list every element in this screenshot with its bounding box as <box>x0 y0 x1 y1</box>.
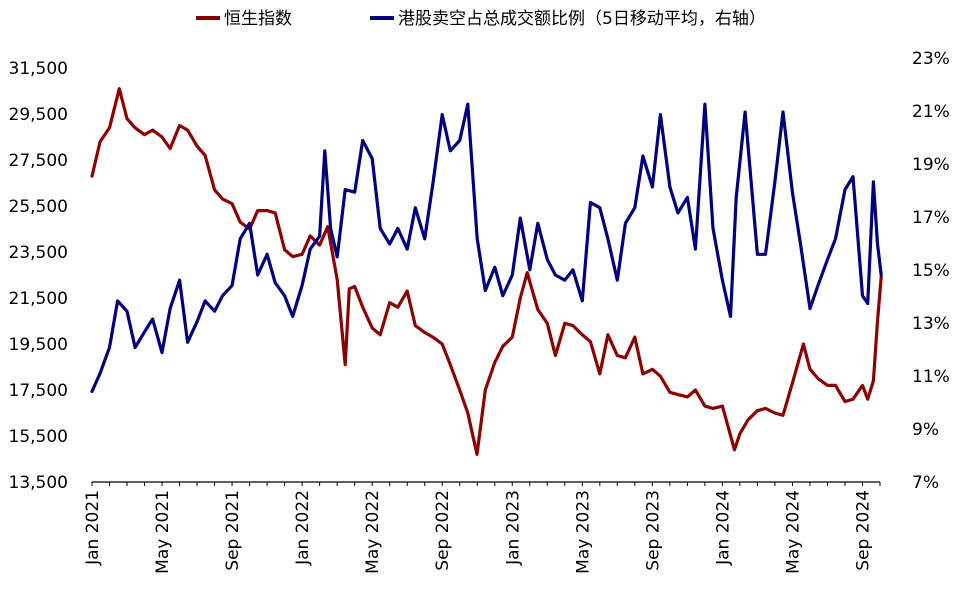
x-tick-label: May 2021 <box>153 490 173 574</box>
y-right-tick-label: 7% <box>912 473 939 493</box>
y-left-tick-label: 29,500 <box>9 105 68 125</box>
y-right-tick-label: 13% <box>912 314 950 334</box>
x-tick-label: May 2023 <box>573 490 593 574</box>
y-right-axis-labels: 23% 21% 19% 17% 15% 13% 11% 9% 7% <box>912 49 950 493</box>
y-right-tick-label: 19% <box>912 155 950 175</box>
y-left-tick-label: 15,500 <box>9 427 68 447</box>
y-left-tick-label: 31,500 <box>9 59 68 79</box>
series-line-short-ratio <box>90 102 883 393</box>
x-axis-labels: Jan 2021 May 2021 Sep 2021 Jan 2022 May 2022… <box>83 490 873 574</box>
x-tick-label: May 2024 <box>783 490 803 574</box>
x-tick-label: May 2022 <box>363 490 383 574</box>
y-left-tick-label: 23,500 <box>9 243 68 263</box>
x-tick-label: Sep 2023 <box>643 490 663 571</box>
y-right-tick-label: 17% <box>912 208 950 228</box>
legend-label-hsi: 恒生指数 <box>224 9 292 29</box>
x-tick-label: Jan 2022 <box>293 490 313 566</box>
y-left-tick-label: 21,500 <box>9 289 68 309</box>
y-right-tick-label: 9% <box>912 420 939 440</box>
series-line-hsi <box>90 87 883 456</box>
y-left-tick-label: 17,500 <box>9 381 68 401</box>
x-tick-label: Sep 2021 <box>223 490 243 571</box>
y-left-axis-labels: 31,500 29,500 27,500 25,500 23,500 21,500 19,5… <box>9 59 68 493</box>
x-tick-label: Jan 2023 <box>503 490 523 566</box>
x-axis-ticks <box>91 482 881 486</box>
y-right-tick-label: 21% <box>912 102 950 122</box>
y-left-tick-label: 25,500 <box>9 197 68 217</box>
x-tick-label: Sep 2024 <box>853 490 873 571</box>
x-tick-label: Jan 2024 <box>713 490 733 566</box>
y-right-tick-label: 15% <box>912 261 950 281</box>
y-left-tick-label: 19,500 <box>9 335 68 355</box>
legend-label-short-ratio: 港股卖空占总成交额比例（5日移动平均，右轴） <box>398 9 766 29</box>
plot-lines <box>90 87 883 456</box>
x-tick-label: Sep 2022 <box>433 490 453 571</box>
x-tick-label: Jan 2021 <box>83 490 103 566</box>
y-left-tick-label: 27,500 <box>9 151 68 171</box>
y-right-tick-label: 11% <box>912 367 950 387</box>
y-right-tick-label: 23% <box>912 49 950 69</box>
legend: 恒生指数 港股卖空占总成交额比例（5日移动平均，右轴） <box>196 9 766 29</box>
y-left-tick-label: 13,500 <box>9 473 68 493</box>
